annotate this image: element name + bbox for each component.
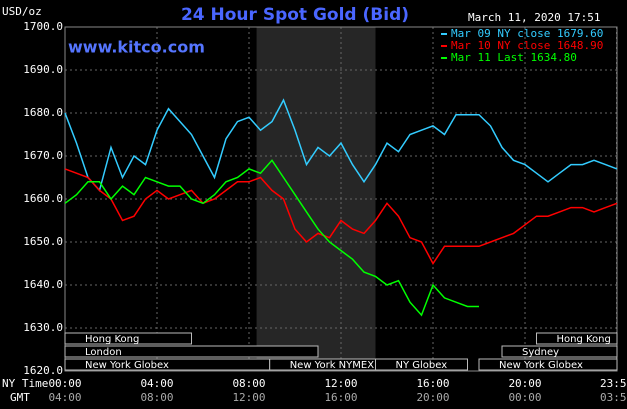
session-label: Hong Kong xyxy=(85,334,139,345)
y-tick-label: 1620.0 xyxy=(23,364,63,377)
x-tick-label: 16:00 xyxy=(416,377,449,390)
session-label: NY Globex xyxy=(396,360,448,371)
x2-tick-label: 03:59 xyxy=(600,391,627,404)
legend-label: Mar 11 Last 1634.80 xyxy=(451,51,577,64)
site-label: www.kitco.com xyxy=(68,38,205,57)
session-bar xyxy=(501,345,618,358)
y-tick-label: 1650.0 xyxy=(23,235,63,248)
x2-tick-label: 12:00 xyxy=(232,391,265,404)
y-tick-label: 1700.0 xyxy=(23,20,63,33)
x-tick-label: 00:00 xyxy=(48,377,81,390)
timestamp: March 11, 2020 17:51 xyxy=(468,11,600,24)
x2-tick-label: 04:00 xyxy=(48,391,81,404)
x-tick-label: 20:00 xyxy=(508,377,541,390)
y-tick-label: 1630.0 xyxy=(23,321,63,334)
legend-label: Mar 10 NY close 1648.90 xyxy=(451,39,603,52)
x2-tick-label: 08:00 xyxy=(140,391,173,404)
session-bar xyxy=(536,332,618,345)
session-label: New York Globex xyxy=(85,360,169,371)
y-tick-label: 1690.0 xyxy=(23,63,63,76)
session-bar xyxy=(64,345,319,358)
session-label: New York Globex xyxy=(499,360,583,371)
x2-tick-label: 16:00 xyxy=(324,391,357,404)
x2-tick-label: 20:00 xyxy=(416,391,449,404)
session-label: London xyxy=(85,347,122,358)
y-tick-label: 1670.0 xyxy=(23,149,63,162)
series-line xyxy=(64,159,479,317)
series-line xyxy=(64,98,618,192)
x-axis-label: NY Time xyxy=(2,377,48,390)
y-tick-label: 1660.0 xyxy=(23,192,63,205)
y-tick-label: 1680.0 xyxy=(23,106,63,119)
session-bar xyxy=(478,358,618,371)
y-axis-label: USD/oz xyxy=(2,5,42,18)
x-tick-label: 12:00 xyxy=(324,377,357,390)
plot-frame xyxy=(64,26,618,372)
session-bar xyxy=(64,332,192,345)
x2-tick-label: 00:00 xyxy=(508,391,541,404)
series-line xyxy=(64,168,618,265)
x-tick-label: 23:59 xyxy=(600,377,627,390)
session-bar xyxy=(375,358,468,371)
chart-title: 24 Hour Spot Gold (Bid) xyxy=(181,5,409,25)
session-label: Sydney xyxy=(522,347,559,358)
session-label: New York NYMEX xyxy=(290,360,375,371)
legend-label: Mar 09 NY close 1679.60 xyxy=(451,27,603,40)
x-tick-label: 04:00 xyxy=(140,377,173,390)
session-label: Hong Kong xyxy=(557,334,611,345)
x2-axis-label: GMT xyxy=(10,391,30,404)
x-tick-label: 08:00 xyxy=(232,377,265,390)
y-tick-label: 1640.0 xyxy=(23,278,63,291)
